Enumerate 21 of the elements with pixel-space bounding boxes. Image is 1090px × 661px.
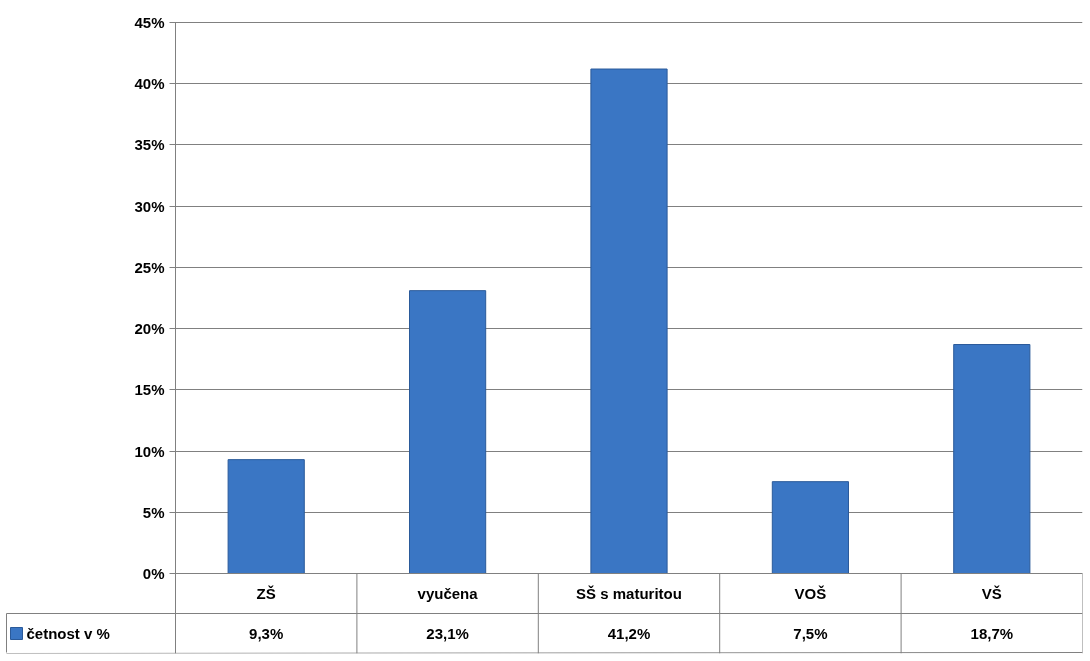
data-label: 9,3% [249,625,284,642]
y-tick-label: 40% [134,75,165,93]
y-tick-label: 0% [142,565,165,582]
y-tick-label: 10% [134,442,165,460]
x-tick-label: VOŠ [794,585,827,602]
data-label: 7,5% [793,625,828,642]
y-tick-label: 15% [134,381,165,399]
data-label: 41,2% [607,625,651,642]
x-tick-label: ZŠ [256,585,276,602]
y-tick-label: 25% [134,258,165,276]
y-tick-label: 30% [134,197,165,215]
y-tick-label: 20% [134,320,165,338]
x-tick-label: VŠ [981,585,1002,602]
x-tick-label: vyučena [417,585,479,602]
data-label: 23,1% [426,625,469,642]
y-tick-label: 5% [142,503,165,521]
x-tick-label: SŠ s maturitou [576,585,682,602]
legend-label: četnost v % [26,625,110,642]
y-tick-label: 35% [134,136,165,154]
y-tick-label: 45% [134,14,165,31]
data-label: 18,7% [970,625,1014,642]
